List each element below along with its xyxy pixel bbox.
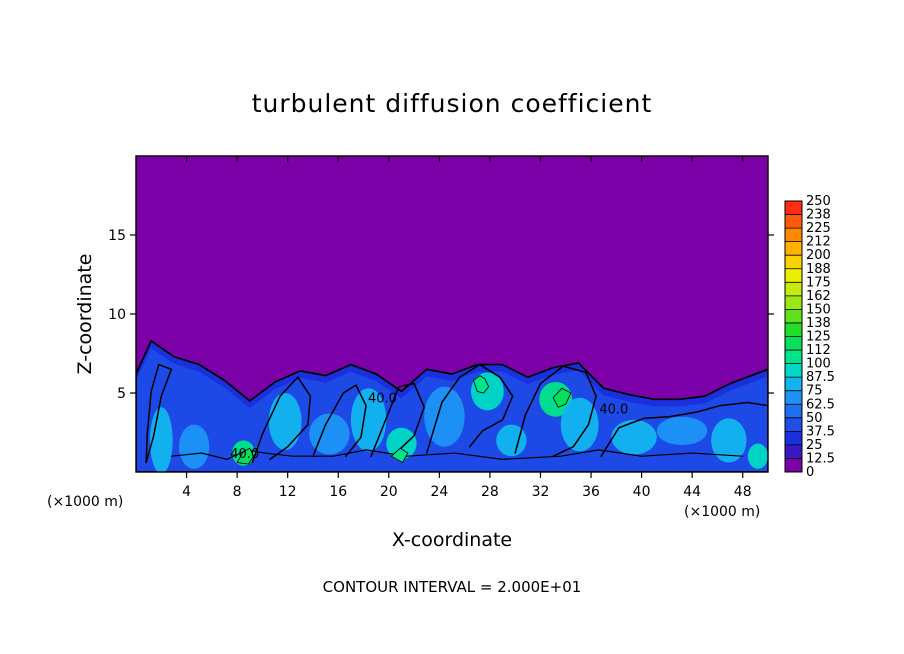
colorbar-swatch-16 bbox=[785, 255, 802, 269]
field-layer: 40.0 40.0 40.0 bbox=[136, 339, 768, 472]
colorbar-swatch-15 bbox=[785, 268, 802, 283]
colorbar-swatch-11 bbox=[785, 322, 802, 337]
eddy-12 bbox=[560, 397, 599, 452]
colorbar-label-13: 150 bbox=[806, 302, 831, 317]
x-tick-label-10: 40 bbox=[633, 484, 651, 500]
eddy-2 bbox=[178, 424, 210, 469]
boundary-layer-contour bbox=[136, 339, 768, 472]
x-tick-label-9: 36 bbox=[582, 484, 600, 500]
highlight-patch-4 bbox=[390, 447, 409, 464]
x-tick-label-2: 8 bbox=[233, 484, 242, 500]
colorbar-label-8: 87.5 bbox=[806, 370, 835, 385]
colorbar-label-5: 50 bbox=[806, 411, 823, 426]
x-tick-label-7: 28 bbox=[481, 484, 499, 500]
x-tick-label-1: 4 bbox=[182, 484, 191, 500]
colorbar-label-17: 200 bbox=[806, 248, 831, 263]
colorbar-label-21: 250 bbox=[806, 194, 831, 209]
colorbar-swatch-18 bbox=[785, 228, 802, 242]
contour-line-5 bbox=[425, 363, 514, 454]
colorbar-swatch-8 bbox=[785, 363, 802, 378]
colorbar-label-4: 37.5 bbox=[806, 424, 835, 439]
contour-line-2 bbox=[251, 376, 312, 464]
colorbar-label-2: 12.5 bbox=[806, 451, 835, 466]
x-axis-unit-left: (×1000 m) bbox=[47, 494, 123, 510]
contour-label-1: 40.0 bbox=[230, 447, 259, 462]
contour-label-3: 40.0 bbox=[599, 403, 628, 418]
colorbar-label-14: 162 bbox=[806, 289, 831, 304]
contour-interval-label: CONTOUR INTERVAL = 2.000E+01 bbox=[323, 578, 582, 596]
colorbar: 012.52537.55062.57587.510011212513815016… bbox=[784, 194, 835, 480]
contour-line-1 bbox=[145, 363, 173, 464]
contour-line-7 bbox=[600, 401, 768, 457]
colorbar-swatch-12 bbox=[785, 309, 802, 324]
x-tick-label-12: 48 bbox=[734, 484, 752, 500]
eddy-16 bbox=[747, 443, 768, 469]
highlight-patch-2 bbox=[552, 387, 572, 408]
colorbar-swatch-10 bbox=[785, 336, 802, 351]
eddy-6 bbox=[350, 388, 387, 452]
x-tick-label-3: 12 bbox=[279, 484, 297, 500]
contour-label-2: 40.0 bbox=[368, 391, 397, 406]
eddy-4 bbox=[268, 393, 302, 450]
eddy-7 bbox=[386, 427, 417, 460]
colorbar-swatch-19 bbox=[785, 214, 802, 229]
eddy-10 bbox=[496, 424, 527, 457]
x-axis-title: X-coordinate bbox=[392, 529, 512, 551]
contour-line-6 bbox=[514, 365, 597, 457]
colorbar-label-16: 188 bbox=[806, 262, 831, 277]
colorbar-swatch-6 bbox=[785, 390, 802, 405]
colorbar-swatch-3 bbox=[785, 431, 802, 446]
colorbar-label-10: 112 bbox=[806, 343, 831, 358]
colorbar-swatch-7 bbox=[785, 377, 802, 391]
eddy-13 bbox=[611, 419, 657, 455]
colorbar-swatch-20 bbox=[785, 201, 802, 215]
contour-line-4 bbox=[370, 382, 425, 457]
colorbar-label-7: 75 bbox=[806, 384, 823, 399]
eddy-5 bbox=[309, 413, 350, 455]
colorbar-label-18: 212 bbox=[806, 235, 831, 250]
x-tick-label-5: 20 bbox=[380, 484, 398, 500]
x-tick-label-4: 16 bbox=[329, 484, 347, 500]
colorbar-label-9: 100 bbox=[806, 357, 831, 372]
colorbar-swatch-4 bbox=[785, 417, 802, 432]
eddy-1 bbox=[149, 407, 173, 472]
colorbar-label-20: 238 bbox=[806, 208, 831, 223]
colorbar-swatch-14 bbox=[785, 282, 802, 297]
colorbar-swatch-17 bbox=[785, 241, 802, 256]
colorbar-label-15: 175 bbox=[806, 275, 831, 290]
eddy-14 bbox=[656, 416, 708, 446]
colorbar-label-6: 62.5 bbox=[806, 397, 835, 412]
colorbar-label-1: 0 bbox=[806, 465, 814, 480]
colorbar-label-3: 25 bbox=[806, 438, 823, 453]
eddy-15 bbox=[711, 418, 747, 463]
y-axis-title: Z-coordinate bbox=[74, 254, 96, 375]
x-tick-label-11: 44 bbox=[683, 484, 701, 500]
y-tick-label-1: 5 bbox=[117, 386, 126, 402]
colorbar-label-11: 125 bbox=[806, 330, 831, 345]
colorbar-swatch-13 bbox=[785, 295, 802, 310]
x-axis-unit-right: (×1000 m) bbox=[684, 504, 760, 520]
chart-title: turbulent diffusion coefficient bbox=[252, 89, 653, 118]
contour-line-8 bbox=[170, 449, 744, 460]
x-tick-label-6: 24 bbox=[430, 484, 448, 500]
eddy-8 bbox=[424, 386, 465, 447]
y-tick-label-3: 15 bbox=[108, 228, 126, 244]
contour-line-3 bbox=[312, 384, 367, 457]
x-tick-label-8: 32 bbox=[532, 484, 550, 500]
colorbar-swatch-1 bbox=[785, 458, 802, 473]
colorbar-swatch-2 bbox=[785, 444, 802, 459]
colorbar-swatch-5 bbox=[785, 404, 802, 419]
y-tick-label-2: 10 bbox=[108, 307, 126, 323]
colorbar-label-19: 225 bbox=[806, 221, 831, 236]
highlight-patch-1 bbox=[473, 375, 490, 394]
colorbar-label-12: 138 bbox=[806, 316, 831, 331]
highlight-patch-3 bbox=[236, 447, 255, 465]
colorbar-swatch-9 bbox=[785, 350, 802, 364]
